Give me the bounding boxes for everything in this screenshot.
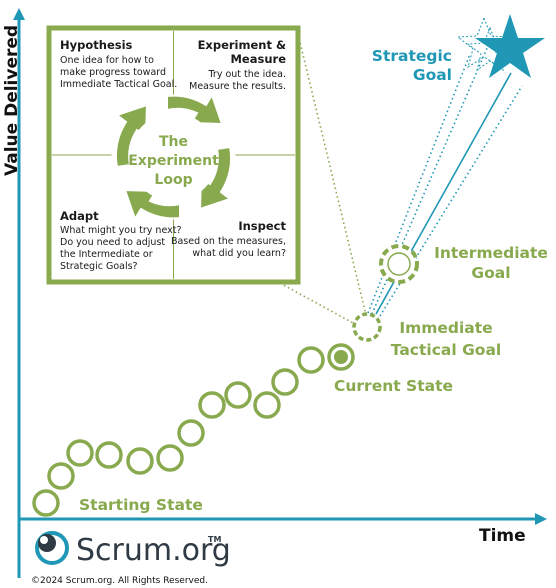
adapt-line-3: the Intermediate or bbox=[60, 249, 153, 260]
goal-markers bbox=[327, 244, 419, 371]
current-state-fill bbox=[334, 350, 348, 364]
adapt-title: Adapt bbox=[60, 209, 99, 223]
progress-step-5 bbox=[126, 447, 154, 475]
brand-name: Scrum.org bbox=[76, 533, 231, 568]
adapt-line-1: What might you try next? bbox=[60, 225, 182, 236]
trail-dotted-1 bbox=[371, 45, 489, 315]
progress-step-2 bbox=[47, 462, 75, 490]
loop-connectors bbox=[275, 29, 367, 325]
hypothesis-line-3: Immediate Tactical Goal. bbox=[60, 79, 177, 90]
hypothesis-line-2: make progress toward bbox=[60, 67, 166, 78]
intermediate-goal-inner bbox=[387, 252, 411, 276]
progress-step-7 bbox=[177, 419, 205, 447]
trademark: TM bbox=[208, 535, 221, 544]
adapt-line-2: Do you need to adjust bbox=[60, 237, 165, 248]
progress-step-10 bbox=[253, 391, 281, 419]
x-axis-label: Time bbox=[479, 526, 526, 546]
progress-step-9 bbox=[224, 381, 252, 409]
loop-connector-bottom bbox=[275, 280, 356, 325]
progress-path bbox=[32, 346, 325, 517]
progress-step-12 bbox=[297, 346, 325, 374]
experiment-title-line-1: Experiment & bbox=[198, 38, 286, 52]
state-labels: Strategic Goal Intermediate Goal Immedia… bbox=[79, 47, 548, 514]
experiment-title-line-2: Measure bbox=[230, 52, 286, 66]
hypothesis-line-1: One idea for how to bbox=[60, 55, 154, 66]
current-state-label: Current State bbox=[334, 377, 453, 395]
progress-step-6 bbox=[156, 444, 184, 472]
immediate-goal-label-line-1: Immediate bbox=[399, 319, 492, 337]
immediate-goal-label-line-2: Tactical Goal bbox=[391, 341, 501, 359]
inspect-line-2: what did you learn? bbox=[192, 248, 286, 259]
experiment-line-1: Try out the idea. bbox=[208, 69, 287, 80]
inspect-title: Inspect bbox=[238, 219, 286, 233]
hypothesis-title: Hypothesis bbox=[60, 38, 133, 52]
progress-step-1 bbox=[32, 489, 60, 517]
strategic-goal-stars bbox=[456, 14, 545, 78]
loop-center bbox=[129, 113, 218, 201]
progress-step-3 bbox=[66, 439, 94, 467]
adapt-line-4: Strategic Goals? bbox=[60, 261, 138, 272]
star-icon bbox=[475, 14, 545, 78]
loop-label-line-2: Experiment bbox=[128, 153, 219, 169]
loop-connector-top bbox=[296, 29, 367, 316]
progress-step-8 bbox=[198, 391, 226, 419]
immediate-goal-marker bbox=[352, 312, 382, 342]
strategic-goal-label-line-2: Goal bbox=[413, 66, 452, 84]
loop-label-line-1: The bbox=[159, 134, 188, 150]
progress-step-11 bbox=[271, 368, 299, 396]
intermediate-goal-label-line-1: Intermediate bbox=[434, 244, 548, 262]
progress-step-4 bbox=[95, 441, 123, 469]
intermediate-goal-label-line-2: Goal bbox=[471, 264, 510, 282]
experiment-loop-panel: The Experiment Loop Hypothesis One idea … bbox=[46, 25, 301, 285]
y-axis-label: Value Delivered bbox=[2, 25, 22, 176]
copyright-text: ©2024 Scrum.org. All Rights Reserved. bbox=[31, 576, 208, 586]
footer: Scrum.org TM ©2024 Scrum.org. All Rights… bbox=[31, 531, 231, 586]
scrum-org-logo-icon bbox=[35, 531, 69, 565]
experiment-line-2: Measure the results. bbox=[189, 81, 286, 92]
starting-state-label: Starting State bbox=[79, 496, 203, 514]
axes: Value Delivered Time bbox=[2, 7, 547, 578]
strategic-goal-label-line-1: Strategic bbox=[372, 47, 452, 65]
star-icon-ghost-2 bbox=[466, 26, 514, 72]
loop-label-line-3: Loop bbox=[154, 172, 192, 188]
loop-ring-icon bbox=[114, 92, 233, 222]
inspect-line-1: Based on the measures, bbox=[171, 236, 286, 247]
